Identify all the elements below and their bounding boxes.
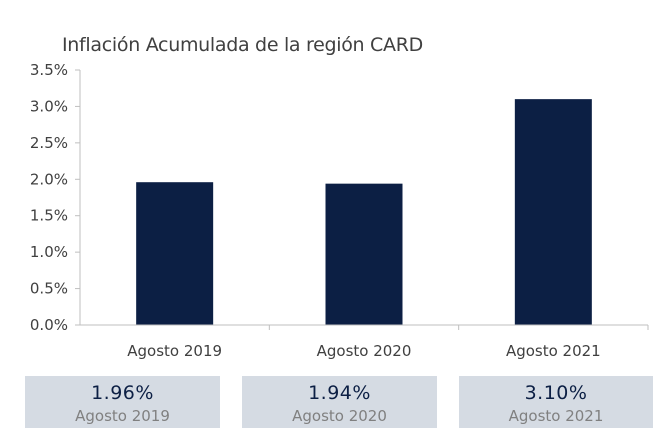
- summary-card-2019: 1.96% Agosto 2019: [25, 376, 220, 428]
- y-axis: 0.0% 0.5% 1.0% 1.5% 2.0% 2.5% 3.0% 3.5%: [30, 61, 81, 334]
- bar-chart: 0.0% 0.5% 1.0% 1.5% 2.0% 2.5% 3.0% 3.5% Agosto …: [30, 61, 649, 360]
- x-axis: Agosto 2019 Agosto 2020 Agosto 2021: [80, 324, 649, 360]
- summary-label: Agosto 2021: [508, 407, 604, 425]
- y-tick-label: 2.0%: [30, 170, 68, 188]
- summary-label: Agosto 2020: [292, 407, 387, 425]
- summary-value: 1.94%: [308, 382, 371, 404]
- y-tick-label: 0.5%: [30, 280, 68, 298]
- y-tick-label: 3.0%: [30, 97, 68, 115]
- summary-card-2020: 1.94% Agosto 2020: [242, 376, 437, 428]
- y-tick-label: 2.5%: [30, 134, 68, 152]
- summary-label: Agosto 2019: [75, 407, 170, 425]
- bar: [136, 182, 214, 325]
- bar: [325, 183, 403, 325]
- y-tick-label: 1.0%: [30, 243, 68, 261]
- y-tick-label: 0.0%: [30, 316, 68, 334]
- x-category-label: Agosto 2021: [506, 342, 601, 360]
- chart-title: Inflación Acumulada de la región CARD: [62, 34, 423, 56]
- x-category-label: Agosto 2019: [127, 342, 222, 360]
- summary-value: 3.10%: [524, 382, 588, 404]
- y-tick-label: 3.5%: [30, 61, 68, 79]
- y-tick-label: 1.5%: [30, 207, 68, 225]
- summary-card-2021: 3.10% Agosto 2021: [459, 376, 653, 428]
- summary-value: 1.96%: [91, 382, 154, 404]
- bars: [136, 99, 592, 326]
- bar: [514, 99, 592, 326]
- x-category-label: Agosto 2020: [317, 342, 412, 360]
